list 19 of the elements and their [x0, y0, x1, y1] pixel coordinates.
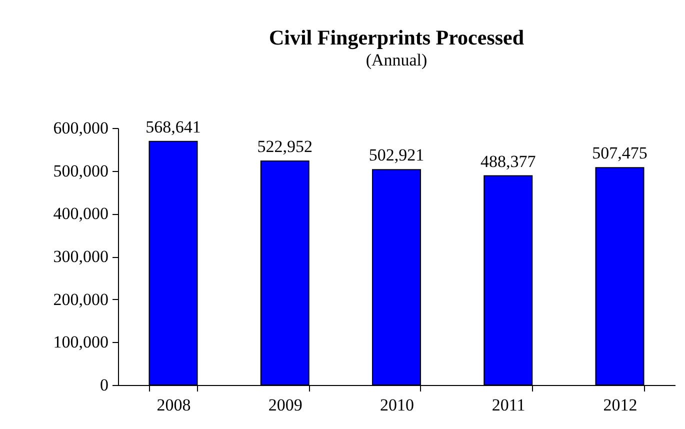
y-tick-label: 500,000 — [53, 161, 108, 180]
y-tick-label: 100,000 — [53, 332, 108, 352]
data-label: 522,952 — [257, 137, 312, 156]
y-tick-label: 600,000 — [53, 118, 108, 138]
x-tick-label: 2011 — [492, 396, 526, 414]
x-tick-label: 2010 — [380, 396, 414, 414]
x-tick-label: 2008 — [156, 396, 191, 414]
y-tick-label: 0 — [100, 376, 108, 394]
data-label: 502,921 — [368, 146, 424, 165]
y-tick-label: 400,000 — [53, 204, 108, 224]
data-label: 568,641 — [146, 117, 201, 136]
chart-subtitle: (Annual) — [366, 50, 428, 70]
data-label: 488,377 — [480, 152, 536, 171]
chart-title: Civil Fingerprints Processed — [268, 25, 524, 50]
y-tick-label: 200,000 — [53, 290, 108, 309]
x-tick-label: 2012 — [603, 396, 638, 414]
x-tick-label: 2009 — [268, 396, 302, 414]
data-label: 507,475 — [592, 144, 648, 163]
y-tick-label: 300,000 — [53, 247, 108, 266]
